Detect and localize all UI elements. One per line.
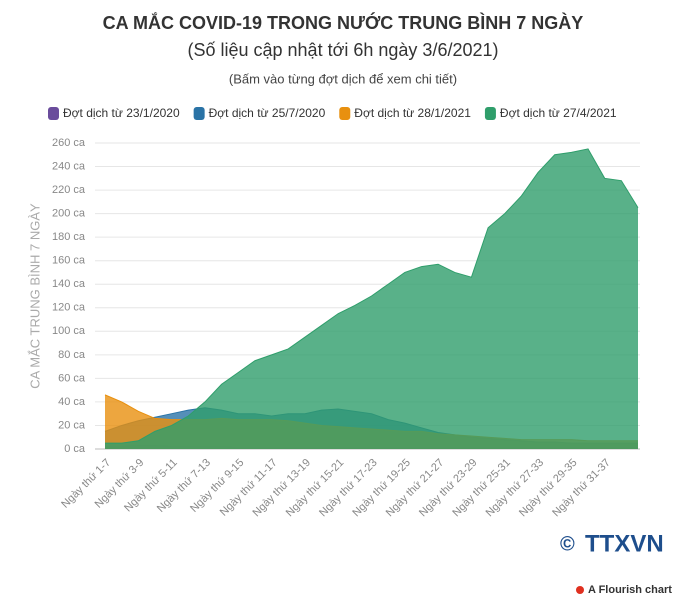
x-tick-label: Ngày thứ 11-17: [218, 457, 280, 519]
x-tick-label: Ngày thứ 17-23: [317, 457, 380, 520]
credit-icon: [576, 586, 584, 594]
legend-label[interactable]: Đợt dịch từ 25/7/2020: [209, 106, 326, 120]
logo: TTXVN: [585, 530, 664, 557]
y-tick-label: 180 ca: [52, 231, 86, 243]
y-tick-label: 80 ca: [58, 349, 86, 361]
x-tick-label: Ngày thứ 21-27: [384, 457, 447, 520]
chart-title: CA MẮC COVID-19 TRONG NƯỚC TRUNG BÌNH 7 …: [103, 12, 584, 33]
y-tick-label: 100 ca: [52, 325, 86, 337]
legend-item[interactable]: Đợt dịch từ 23/1/2020: [48, 106, 180, 120]
chart-note: (Bấm vào từng đợt dịch để xem chi tiết): [229, 71, 457, 86]
y-tick-label: 20 ca: [58, 419, 86, 431]
legend-item[interactable]: Đợt dịch từ 25/7/2020: [193, 106, 326, 120]
legend-swatch[interactable]: [193, 107, 205, 120]
y-tick-label: 260 ca: [52, 137, 86, 149]
legend-item[interactable]: Đợt dịch từ 28/1/2021: [339, 106, 471, 120]
legend-swatch[interactable]: [339, 107, 351, 120]
area: [105, 148, 638, 449]
y-tick-label: 60 ca: [58, 372, 86, 384]
legend-label[interactable]: Đợt dịch từ 27/4/2021: [500, 106, 617, 120]
area-line: [105, 148, 639, 444]
x-tick-label: Ngày thứ 15-21: [284, 457, 347, 520]
x-tick-label: Ngày thứ 23-29: [417, 457, 480, 520]
x-tick-label: Ngày thứ 27-33: [484, 457, 547, 520]
legend-item[interactable]: Đợt dịch từ 27/4/2021: [484, 106, 617, 120]
chart-subtitle: (Số liệu cập nhật tới 6h ngày 3/6/2021): [187, 40, 498, 60]
x-tick-label: Ngày thứ 19-25: [350, 457, 413, 520]
y-axis-title: CA MẮC TRUNG BÌNH 7 NGÀY: [27, 203, 42, 389]
y-tick-label: 0 ca: [64, 443, 86, 455]
legend-swatch[interactable]: [484, 107, 496, 120]
x-tick-label: Ngày thứ 25-31: [450, 457, 513, 520]
x-tick-label: Ngày thứ 29-35: [517, 457, 580, 520]
legend-label[interactable]: Đợt dịch từ 28/1/2021: [354, 106, 471, 120]
legend-swatch[interactable]: [48, 107, 59, 120]
y-tick-label: 120 ca: [52, 302, 86, 314]
logo-mark: ©: [560, 533, 575, 555]
y-tick-label: 140 ca: [52, 278, 86, 290]
x-tick-label: Ngày thứ 31-37: [550, 457, 613, 520]
x-tick-label: Ngày thứ 13-19: [250, 457, 313, 520]
y-tick-label: 160 ca: [52, 255, 86, 267]
y-tick-label: 240 ca: [52, 160, 86, 172]
legend-label[interactable]: Đợt dịch từ 23/1/2020: [63, 106, 180, 120]
credit[interactable]: A Flourish chart: [588, 584, 672, 596]
y-tick-label: 40 ca: [58, 396, 86, 408]
y-tick-label: 220 ca: [52, 184, 86, 196]
y-tick-label: 200 ca: [52, 208, 86, 220]
